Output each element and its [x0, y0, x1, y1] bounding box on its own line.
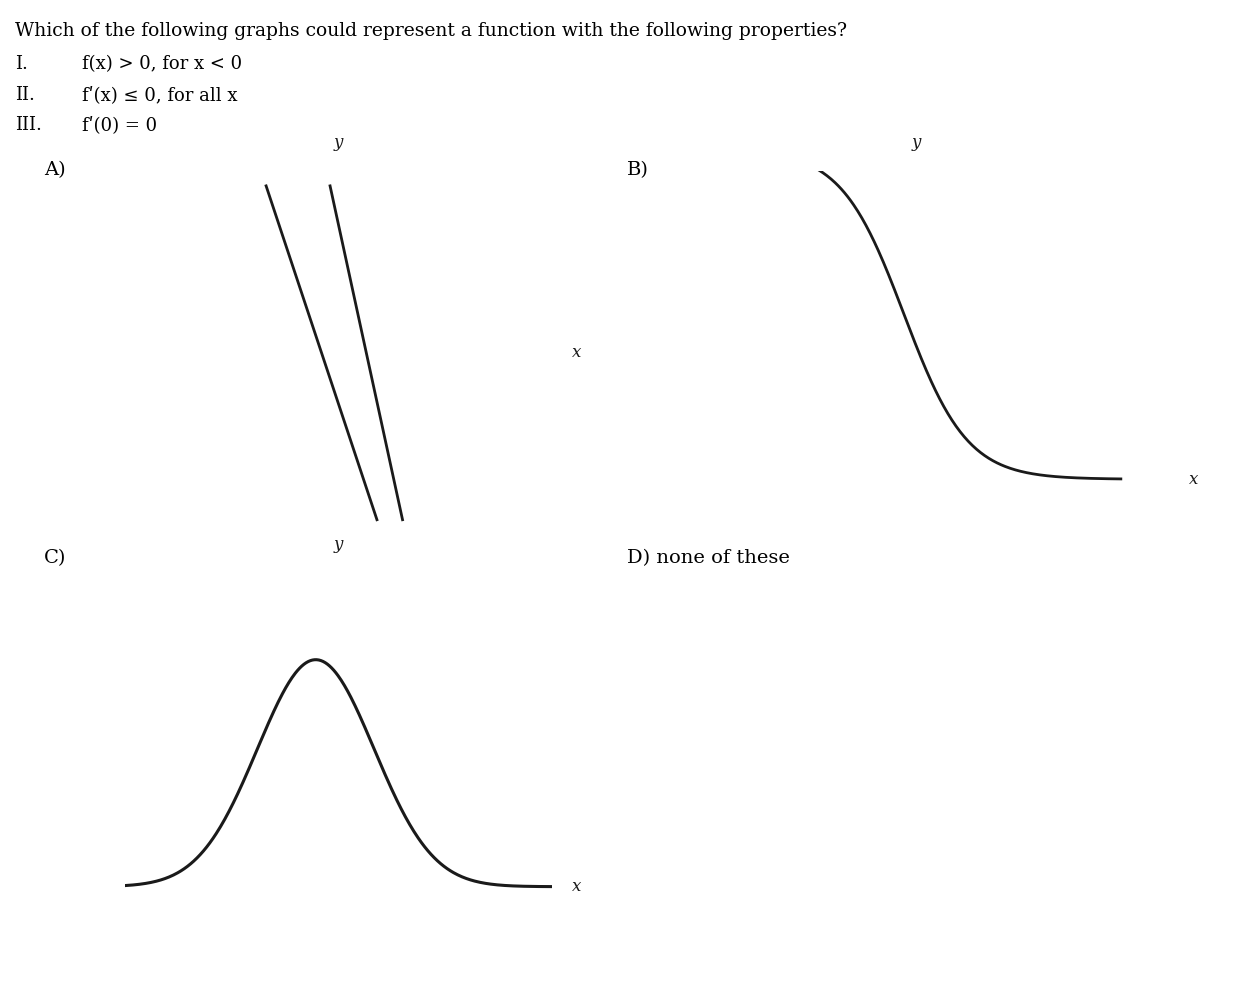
Text: x: x [572, 345, 582, 361]
Text: III.: III. [15, 116, 41, 134]
Text: x: x [1189, 471, 1199, 488]
Text: y: y [912, 134, 922, 151]
Text: fʹ(x) ≤ 0, for all x: fʹ(x) ≤ 0, for all x [82, 86, 237, 104]
Text: y: y [334, 536, 344, 553]
Text: B): B) [627, 161, 648, 179]
Text: Which of the following graphs could represent a function with the following prop: Which of the following graphs could repr… [15, 22, 846, 40]
Text: f(x) > 0, for x < 0: f(x) > 0, for x < 0 [82, 55, 242, 74]
Text: I.: I. [15, 55, 28, 74]
Text: x: x [572, 878, 582, 895]
Text: y: y [334, 134, 344, 151]
Text: A): A) [44, 161, 65, 179]
Text: D) none of these: D) none of these [627, 549, 790, 568]
Text: fʹ(0) = 0: fʹ(0) = 0 [82, 116, 157, 134]
Text: C): C) [44, 549, 66, 568]
Text: II.: II. [15, 86, 35, 104]
